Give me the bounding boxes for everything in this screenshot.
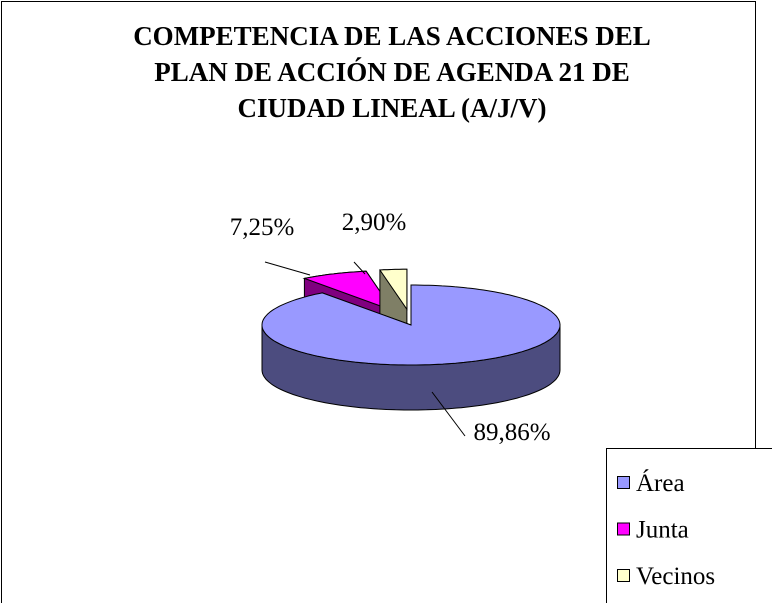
leader-line — [431, 391, 466, 437]
leader-line — [353, 261, 366, 275]
data-label: 89,86% — [473, 419, 550, 446]
legend-swatch — [617, 476, 630, 489]
data-label: 7,25% — [230, 214, 295, 241]
pie-slice — [378, 268, 408, 311]
chart-title: PLAN DE ACCIÓN DE AGENDA 21 DE — [154, 57, 630, 87]
pie-slice — [261, 284, 561, 366]
legend-label: Vecinos — [636, 563, 715, 590]
data-label: 2,90% — [342, 209, 407, 236]
legend-swatch — [617, 522, 630, 536]
chart-title: COMPETENCIA DE LAS ACCIONES DEL — [133, 21, 651, 51]
legend-label: Junta — [636, 517, 689, 544]
legend-label: Área — [636, 469, 685, 497]
chart-title: CIUDAD LINEAL (A/J/V) — [237, 93, 546, 123]
legend-box — [606, 448, 772, 603]
pie-slice — [302, 270, 395, 312]
legend-swatch — [617, 569, 630, 582]
leader-line — [264, 261, 311, 276]
